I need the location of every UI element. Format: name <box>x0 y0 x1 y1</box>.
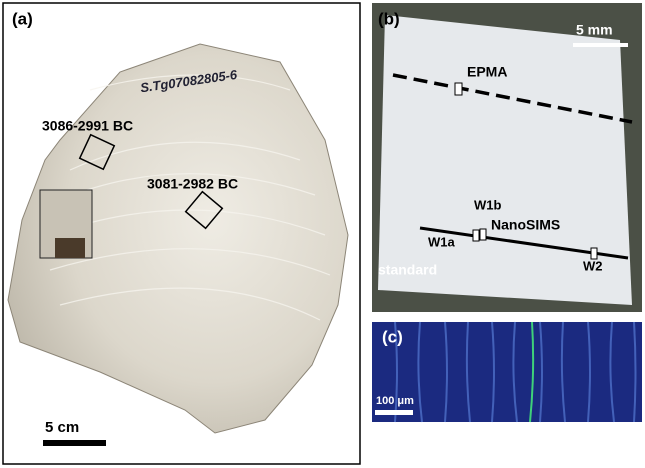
panel-label: (a) <box>12 9 33 28</box>
w2-marker <box>591 248 597 259</box>
cut-hole <box>55 238 85 258</box>
w1b-marker <box>480 229 486 240</box>
panel-background <box>372 322 642 422</box>
scale-label: 5 cm <box>45 419 79 436</box>
annotation: NanoSIMS <box>491 217 560 233</box>
annotation: 3086-2991 BC <box>42 118 133 134</box>
panel-b: (b) 5 mm EPMA W1b NanoSIMS W1a W2 standa… <box>372 3 642 312</box>
annotation: EPMA <box>467 64 507 80</box>
scale-bar <box>43 440 106 446</box>
annotation: W1b <box>474 197 502 212</box>
scale-label: 100 μm <box>376 395 414 407</box>
epma-marker <box>455 83 462 95</box>
scale-bar <box>375 410 413 415</box>
panel-a: (a) S.Tg07082805-6 3086-2991 BC 3081-298… <box>3 3 360 464</box>
panel-label: (b) <box>378 9 400 28</box>
w1a-marker <box>473 230 479 241</box>
panel-c: (c) 100 μm <box>372 322 642 422</box>
annotation: W2 <box>583 258 603 273</box>
annotation: standard <box>378 262 437 278</box>
figure: (a) S.Tg07082805-6 3086-2991 BC 3081-298… <box>0 0 645 468</box>
annotation: W1a <box>428 234 456 249</box>
panel-label: (c) <box>382 327 403 346</box>
scale-bar <box>573 43 628 47</box>
scale-label: 5 mm <box>576 22 613 38</box>
annotation: 3081-2982 BC <box>147 176 238 192</box>
